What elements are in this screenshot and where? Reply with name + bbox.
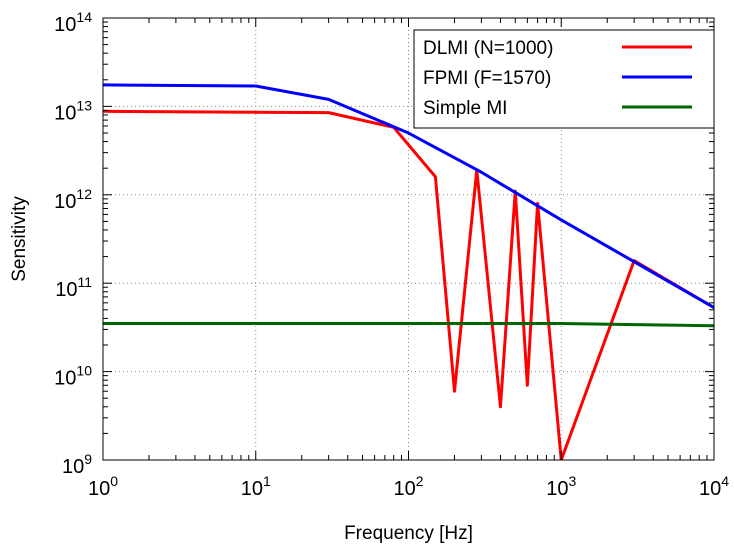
ticks: 100 101 102 103 104 109 1010 1011 1012 1013 1014 — [54, 9, 729, 500]
y-axis-title: Sensitivity — [9, 196, 30, 282]
x-tick-label: 103 — [546, 473, 576, 500]
y-tick-label: 1011 — [55, 274, 92, 301]
series-line-0 — [103, 109, 714, 460]
legend-label-2: Simple MI — [423, 98, 507, 119]
x-tick-label: 100 — [88, 473, 118, 500]
series-line-1 — [103, 83, 714, 310]
x-tick-label: 101 — [241, 473, 271, 500]
y-tick-label: 1012 — [54, 186, 92, 213]
x-axis-title: Frequency [Hz] — [344, 523, 473, 544]
series-line-2 — [103, 322, 714, 328]
x-tick-label: 102 — [393, 473, 423, 500]
legend-label-1: FPMI (F=1570) — [423, 68, 551, 89]
legend: DLMI (N=1000) FPMI (F=1570) Simple MI — [413, 29, 715, 129]
gridlines — [103, 18, 714, 460]
y-tick-label: 1010 — [54, 363, 92, 390]
x-tick-label: 104 — [699, 473, 729, 500]
y-tick-label: 1014 — [54, 9, 92, 36]
series-layer — [103, 83, 714, 460]
y-tick-label: 1013 — [54, 97, 92, 124]
legend-label-0: DLMI (N=1000) — [423, 38, 553, 59]
y-tick-label: 109 — [62, 451, 92, 478]
